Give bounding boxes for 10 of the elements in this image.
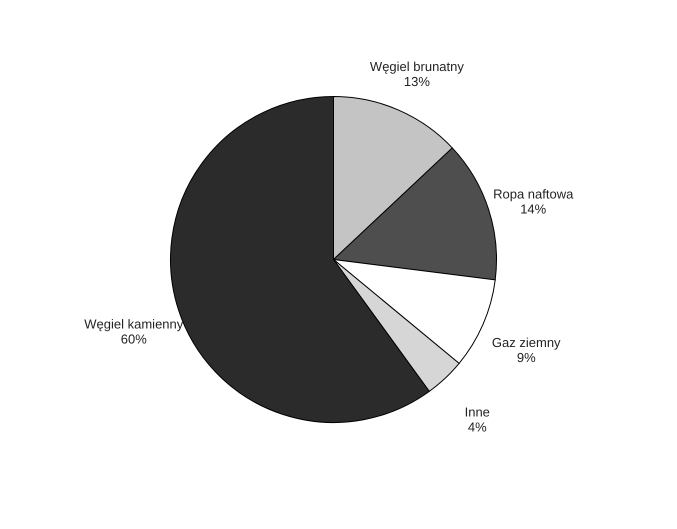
data-label: 60%: [120, 331, 148, 346]
slice-label: Węgiel brunatny: [370, 58, 464, 74]
data-label: 14%: [520, 202, 547, 217]
data-label: 9%: [516, 350, 536, 365]
slice-label: Ropa naftowa: [493, 186, 574, 202]
slice-label: Węgiel kamienny: [84, 316, 184, 332]
slice-label: Inne: [464, 404, 490, 420]
data-label: 13%: [404, 74, 430, 89]
data-label: 4%: [468, 420, 488, 435]
slice-label: Gaz ziemny: [492, 334, 562, 350]
